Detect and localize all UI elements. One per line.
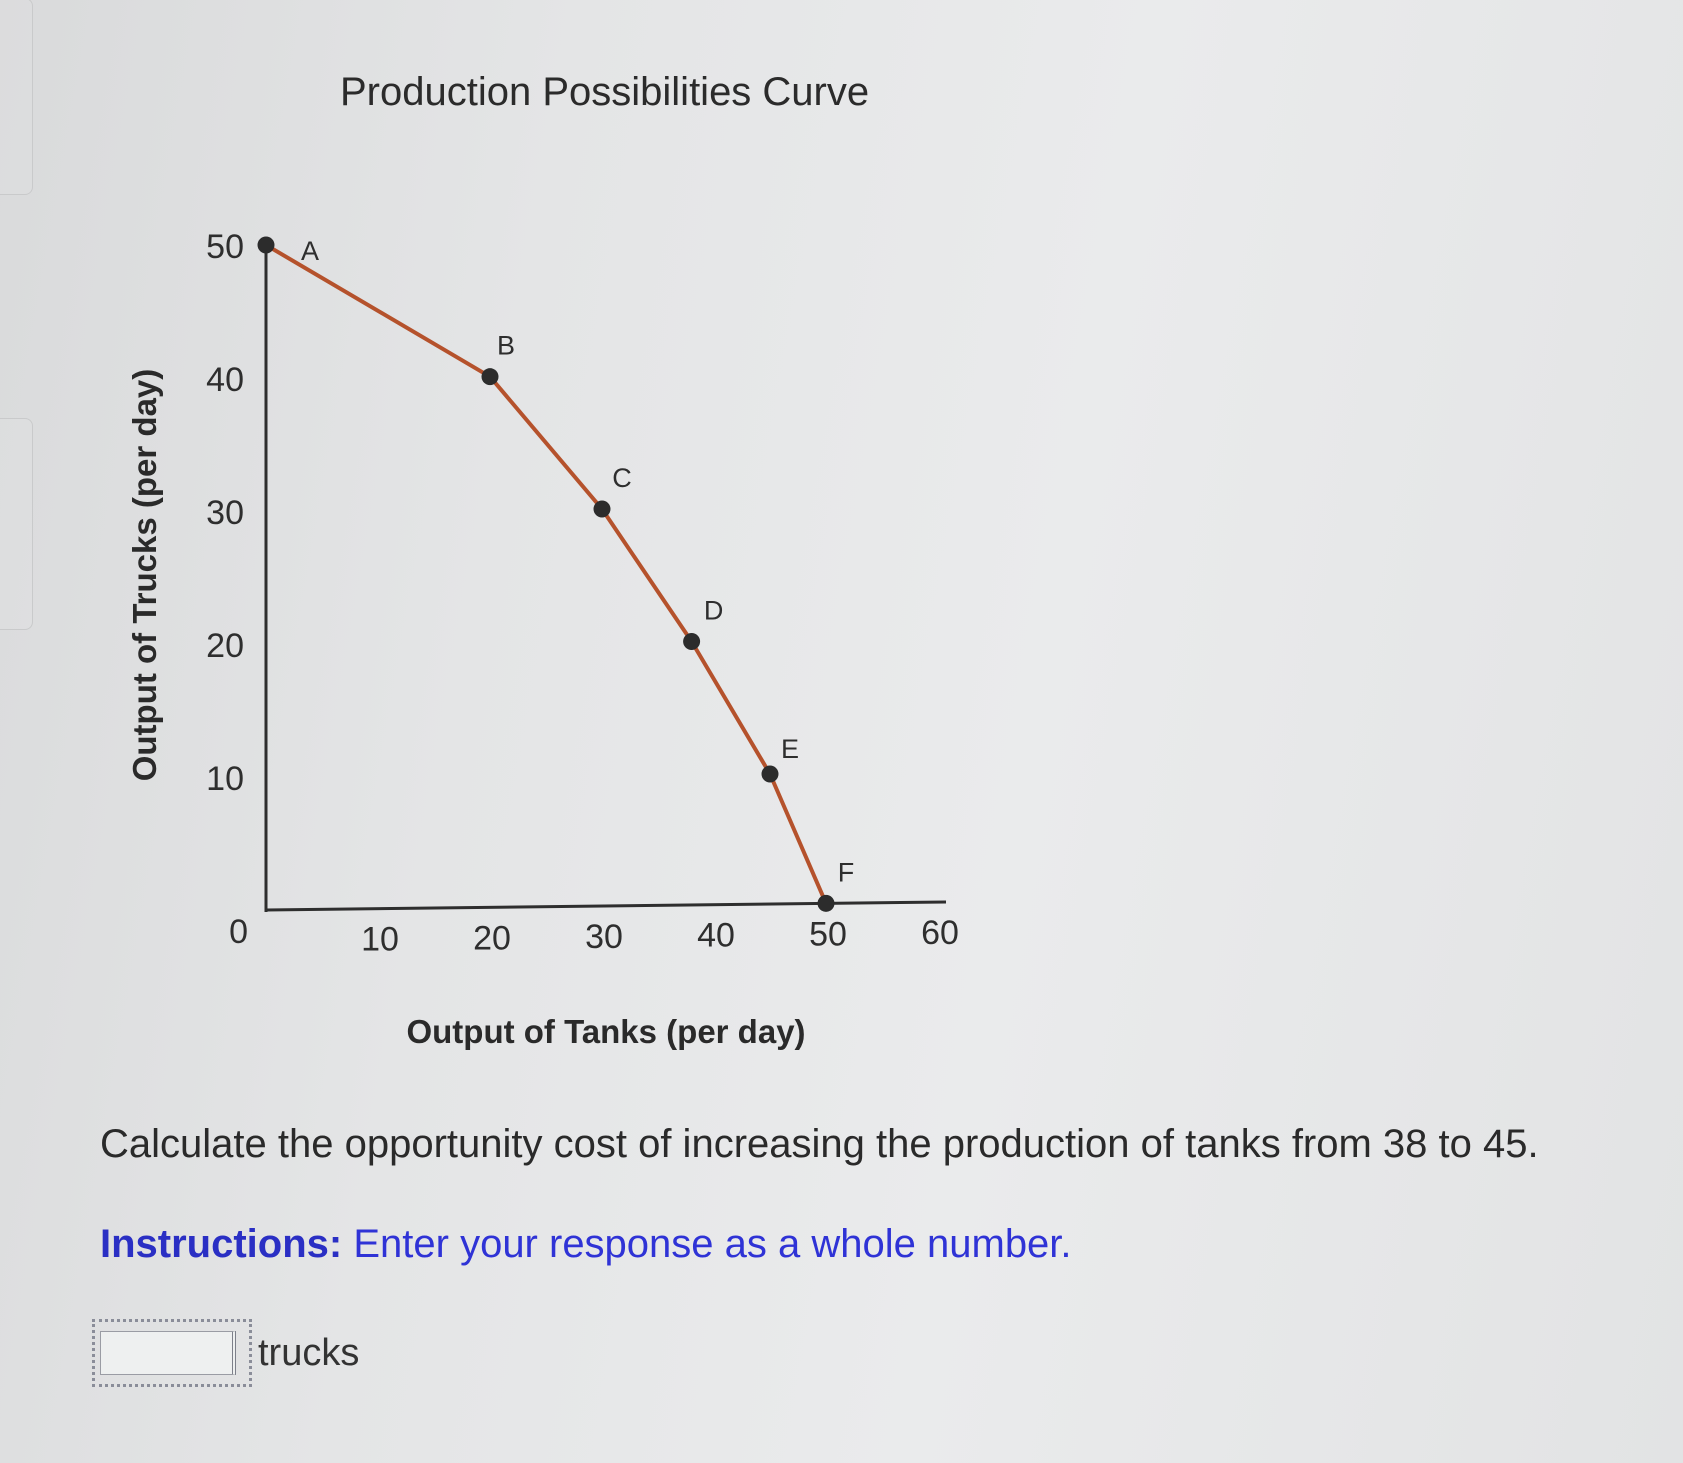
ppc-chart: Output of Trucks (per day) Output of Tan… bbox=[126, 228, 959, 1050]
point-e-label: E bbox=[781, 734, 799, 764]
ppc-curve-line bbox=[264, 243, 828, 905]
answer-box bbox=[92, 1319, 252, 1387]
point-e-marker bbox=[761, 765, 779, 783]
x-tick-label: 50 bbox=[809, 915, 847, 953]
x-tick-label: 10 bbox=[361, 921, 399, 959]
answer-row: trucks bbox=[92, 1318, 359, 1388]
y-tick-label: 0 bbox=[229, 913, 248, 951]
y-axis-title: Output of Trucks (per day) bbox=[126, 369, 163, 782]
answer-input[interactable] bbox=[100, 1331, 236, 1375]
point-d-marker bbox=[683, 632, 701, 650]
ppc-series: A B C D E F bbox=[257, 236, 855, 912]
y-tick-label: 10 bbox=[206, 760, 244, 798]
x-tick-label: 60 bbox=[921, 914, 959, 952]
axes bbox=[264, 243, 947, 912]
panel-edge-middle bbox=[0, 418, 33, 630]
tick-labels: 0 10 20 30 40 50 10 20 30 40 50 60 bbox=[206, 228, 959, 959]
x-tick-label: 30 bbox=[585, 918, 623, 956]
chart-title-text: Production Possibilities Curve bbox=[340, 70, 870, 114]
y-tick-label: 40 bbox=[206, 361, 244, 399]
point-f-label: F bbox=[838, 857, 855, 887]
x-tick-label: 40 bbox=[697, 917, 735, 955]
x-axis-label: Output of Tanks (per day) bbox=[406, 1013, 805, 1050]
panel-edge-top bbox=[0, 0, 33, 195]
point-a-marker bbox=[257, 236, 275, 254]
y-tick-label: 50 bbox=[206, 228, 244, 266]
y-tick-label: 20 bbox=[206, 627, 244, 665]
x-tick-label: 20 bbox=[473, 919, 511, 957]
point-f-marker bbox=[817, 894, 835, 912]
instructions-text: Enter your response as a whole number. bbox=[342, 1222, 1072, 1266]
y-axis-label: Output of Trucks (per day) bbox=[126, 369, 163, 782]
y-tick-label: 30 bbox=[206, 494, 244, 532]
point-d-label: D bbox=[704, 595, 724, 625]
instructions: Instructions: Enter your response as a w… bbox=[100, 1222, 1072, 1267]
x-axis-line bbox=[265, 900, 947, 912]
question-text: Calculate the opportunity cost of increa… bbox=[100, 1122, 1539, 1166]
point-c-marker bbox=[593, 500, 611, 518]
instructions-label: Instructions: bbox=[100, 1222, 343, 1266]
point-a-label: A bbox=[301, 236, 319, 266]
answer-unit: trucks bbox=[258, 1331, 360, 1374]
point-b-marker bbox=[481, 368, 499, 386]
point-b-label: B bbox=[497, 331, 515, 361]
point-c-label: C bbox=[612, 463, 632, 493]
